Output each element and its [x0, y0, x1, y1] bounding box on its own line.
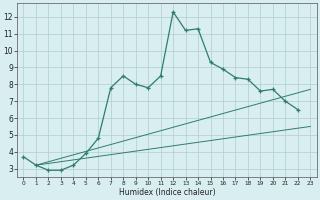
X-axis label: Humidex (Indice chaleur): Humidex (Indice chaleur) — [119, 188, 215, 197]
